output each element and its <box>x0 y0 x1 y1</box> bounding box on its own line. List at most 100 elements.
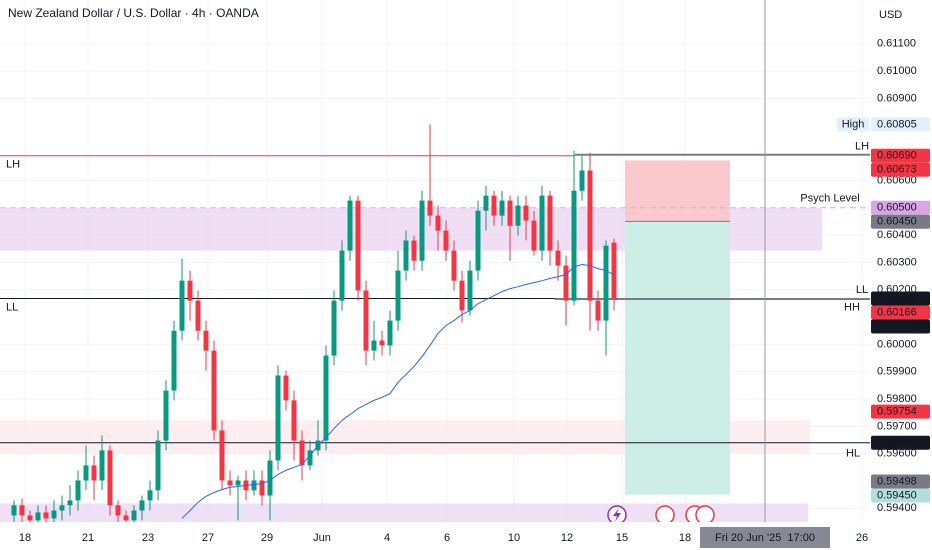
price-badge-label: 0.60168 <box>877 292 917 304</box>
candle-body <box>299 440 305 466</box>
candle-body <box>291 400 297 441</box>
candle-body <box>347 200 353 251</box>
price-badge <box>871 305 930 320</box>
axis-labels: 0.61100 0.61000 0.60900 0.60600 0.60400 0.603… <box>19 38 930 548</box>
candle-body <box>467 270 473 311</box>
candle-body <box>67 500 73 506</box>
y-tick-label: 0.59800 <box>877 393 917 405</box>
candle-body <box>587 170 593 301</box>
price-badge <box>871 488 930 503</box>
price-badge-label: 0.60166 <box>877 306 917 318</box>
candle-body <box>187 280 193 301</box>
zones <box>0 160 822 522</box>
candle-body <box>155 440 161 491</box>
candle-body <box>131 510 137 521</box>
price-badge <box>871 214 930 229</box>
y-tick-label: 0.59700 <box>877 420 917 432</box>
price-badge <box>871 200 930 215</box>
price-badge <box>871 148 930 163</box>
candle-body <box>179 280 185 331</box>
candle-body <box>339 250 345 301</box>
x-tick-label: 4 <box>384 532 390 544</box>
candle-body <box>163 390 169 441</box>
candle-body <box>219 430 225 481</box>
candle-body <box>531 220 537 251</box>
price-badge-label: 0.60500 <box>877 202 917 214</box>
price-badge-label: 0.59640 <box>877 437 917 449</box>
candle-body <box>43 512 49 519</box>
candle-body <box>491 195 497 216</box>
candle-body <box>371 340 377 351</box>
crosshair-label-box <box>700 527 830 548</box>
candle-body <box>195 300 201 331</box>
candle-body <box>123 515 129 521</box>
level-tag: Psych Level <box>800 193 859 205</box>
crosshair-label: Fri 20 Jun '25 17:00 <box>715 532 815 544</box>
candle-body <box>235 480 241 486</box>
candle-body <box>91 465 97 481</box>
candle-body <box>563 265 569 301</box>
icon-flag <box>695 505 715 525</box>
price-badge-label: 0.60673 <box>877 164 917 176</box>
candle-body <box>251 480 257 491</box>
price-badge-label: 0.59450 <box>877 489 917 501</box>
candle-body <box>515 205 521 226</box>
candle-body <box>27 515 33 521</box>
candle-body <box>547 195 553 251</box>
icon-bolt <box>613 508 621 522</box>
price-badge <box>871 474 930 489</box>
price-badge <box>871 319 930 334</box>
candle-body <box>483 195 489 211</box>
candle-body <box>387 320 393 346</box>
candle-body <box>403 240 409 271</box>
currency: USD <box>879 9 902 21</box>
x-tick-label: 21 <box>82 532 94 544</box>
x-tick-label: 12 <box>561 532 573 544</box>
candle-body <box>139 500 145 511</box>
level-tag: HL <box>846 448 860 460</box>
candle-body <box>411 240 417 261</box>
candle-body <box>99 450 105 481</box>
candle-body <box>11 505 17 516</box>
position-stop <box>625 160 730 222</box>
candle-body <box>331 300 337 356</box>
price-badge-label: 0.59498 <box>877 475 917 487</box>
y-tick-label: 0.60300 <box>877 256 917 268</box>
icon-flag <box>655 505 675 525</box>
chart-title: New Zealand Dollar / U.S. Dollar · 4h · … <box>8 6 259 20</box>
x-tick-label: 6 <box>444 532 450 544</box>
candle-body <box>211 350 217 431</box>
candle-body <box>323 355 329 441</box>
candle-body <box>451 250 457 281</box>
y-tick-label: 0.61100 <box>877 38 916 50</box>
candle-body <box>595 300 601 321</box>
candle-body <box>507 200 513 226</box>
y-tick-label: 0.60900 <box>877 92 917 104</box>
candle-body <box>379 340 385 346</box>
candle-body <box>275 375 281 461</box>
candle-body <box>523 205 529 221</box>
price-badge-label: 0.60805 <box>877 118 917 130</box>
price-badge <box>871 162 930 177</box>
candle-body <box>115 505 121 516</box>
candle-body <box>83 465 89 481</box>
candle-body <box>395 270 401 321</box>
level-left-tag: LL <box>6 301 18 313</box>
candle-body <box>427 200 433 216</box>
candle-body <box>259 480 265 496</box>
candle-body <box>475 210 481 271</box>
price-badge <box>871 117 930 132</box>
candle-body <box>363 290 369 351</box>
y-tick-label: 0.60400 <box>877 229 917 241</box>
price-badge-label: 0.60690 <box>877 150 917 162</box>
levels: LH LH Psych Level HH LL LL HL <box>0 141 870 460</box>
price-badge-label: 0.59754 <box>877 405 917 417</box>
moving-average <box>181 264 615 519</box>
candle-body <box>443 230 449 251</box>
level-tag: LH <box>855 141 869 153</box>
price-badge-name-box <box>837 117 869 132</box>
candle-body <box>107 450 113 506</box>
level-tag: LL <box>856 284 868 296</box>
price-axis <box>870 0 932 550</box>
